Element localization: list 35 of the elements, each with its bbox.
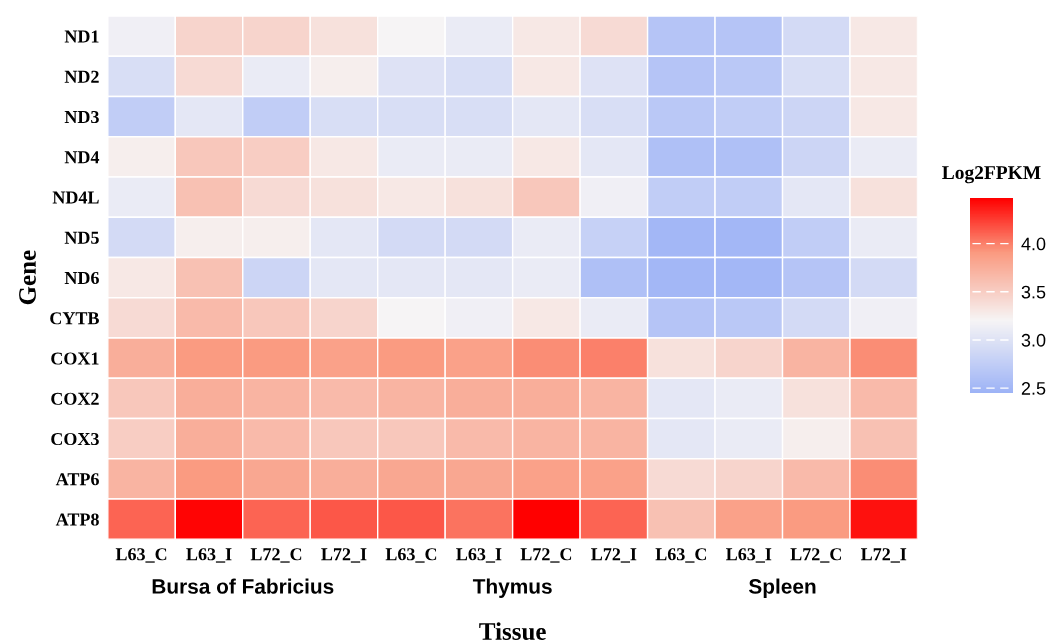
- text: Bursa of Fabricius: [152, 578, 334, 594]
- y-tick-label: ND4: [64, 151, 100, 164]
- y-tick-label: ATP6: [55, 473, 99, 486]
- y-tick-label: COX1: [51, 352, 99, 365]
- y-tick-label: ND5: [64, 231, 99, 244]
- color-bar-label: 3.5: [1021, 285, 1046, 299]
- x-tick-label: L63_I: [456, 548, 502, 563]
- y-tick-label: COX2: [51, 392, 99, 405]
- x-axis-title: Tissue: [479, 622, 546, 640]
- color-bar-label: 2.5: [1021, 382, 1046, 395]
- x-tick-label: L72_C: [790, 548, 841, 563]
- color-bar-label: 4.0: [1021, 237, 1046, 251]
- x-tick-label: L72_C: [520, 548, 572, 563]
- y-tick-label: ND4L: [52, 191, 99, 204]
- x-tick-label: L63_C: [115, 548, 167, 563]
- y-tick-label: ATP8: [55, 513, 99, 526]
- color-bar-title: Log2FPKM: [942, 166, 1041, 184]
- x-tick-label: L72_C: [250, 548, 302, 563]
- x-tick-label: L72_I: [321, 548, 367, 563]
- x-tick-label: L63_C: [385, 548, 437, 563]
- y-axis-title: Gene: [19, 250, 36, 305]
- x-tick-label: L63_I: [186, 548, 232, 563]
- color-bar-label: 3.0: [1021, 333, 1046, 347]
- text: Spleen: [748, 578, 816, 598]
- y-tick-label: ND2: [64, 70, 99, 83]
- y-tick-label: ND3: [64, 110, 99, 124]
- y-tick-label: ND1: [64, 30, 99, 43]
- x-tick-label: L63_I: [726, 548, 772, 563]
- text: Thymus: [472, 578, 552, 598]
- x-tick-label: L72_I: [591, 548, 637, 563]
- x-tick-label: L72_I: [860, 548, 907, 563]
- y-tick-label: ND6: [64, 271, 99, 285]
- y-tick-label: COX3: [51, 432, 99, 446]
- x-tick-label: L63_C: [655, 548, 707, 563]
- y-tick-label: CYTB: [50, 312, 99, 325]
